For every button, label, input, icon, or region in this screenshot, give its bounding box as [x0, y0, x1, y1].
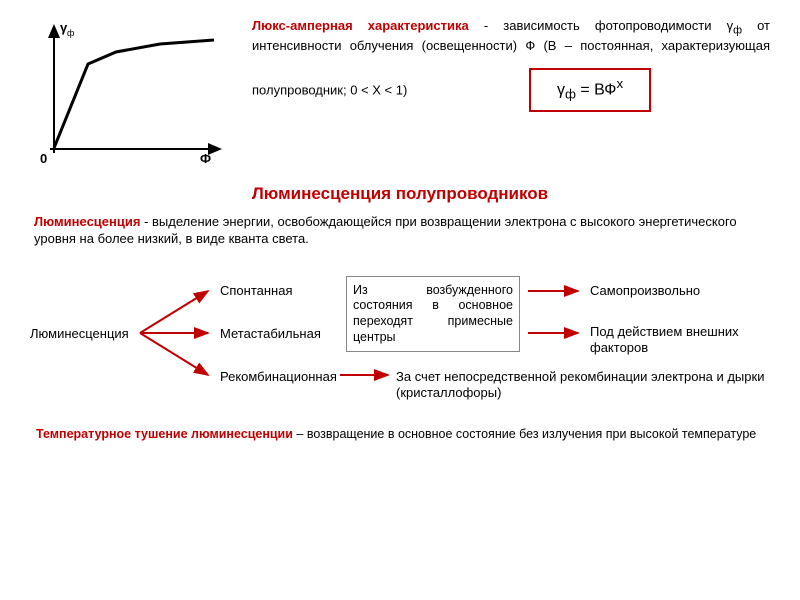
- definition-paragraph: Люминесценция - выделение энергии, освоб…: [34, 214, 766, 248]
- temperature-note: Температурное тушение люминесценции – во…: [36, 426, 764, 442]
- definition-rest: - выделение энергии, освобождающейся при…: [34, 214, 737, 246]
- top-sub: ф: [733, 25, 742, 37]
- formula-lhs: γ: [557, 82, 565, 99]
- svg-text:0: 0: [40, 151, 47, 166]
- top-rest1: - зависимость фотопроводимости γ: [469, 18, 733, 33]
- top-term: Люкс-амперная характеристика: [252, 18, 469, 33]
- map-box-description: Из возбужденного состояния в основное пе…: [346, 276, 520, 353]
- map-type-metastable: Метастабильная: [220, 326, 321, 341]
- temp-note-term: Температурное тушение люминесценции: [36, 427, 293, 441]
- map-root-label: Люминесценция: [30, 326, 129, 341]
- svg-text:ф: ф: [67, 28, 75, 38]
- svg-text:Ф: Ф: [200, 151, 211, 166]
- map-desc-recombination: За счет непосредственной рекомбинации эл…: [396, 369, 786, 402]
- section-title: Люминесценция полупроводников: [30, 184, 770, 204]
- formula-sub: ф: [565, 87, 576, 102]
- temp-note-rest: – возвращение в основное состояние без и…: [293, 427, 756, 441]
- luminescence-map: Люминесценция Спонтанная Метастабильная …: [30, 258, 770, 418]
- map-desc-external: Под действием внешних факторов: [590, 324, 780, 357]
- map-type-recombination: Рекомбинационная: [220, 369, 337, 384]
- top-paragraph: Люкс-амперная характеристика - зависимос…: [252, 18, 770, 112]
- map-desc-spontaneous: Самопроизвольно: [590, 283, 700, 298]
- map-type-spontaneous: Спонтанная: [220, 283, 293, 298]
- definition-term: Люминесценция: [34, 214, 140, 229]
- formula-box: γф = ВФх: [529, 68, 651, 111]
- lux-ampere-chart: γф0Ф: [30, 18, 230, 168]
- formula-eq: = ВФ: [576, 82, 617, 99]
- formula-sup: х: [616, 76, 623, 91]
